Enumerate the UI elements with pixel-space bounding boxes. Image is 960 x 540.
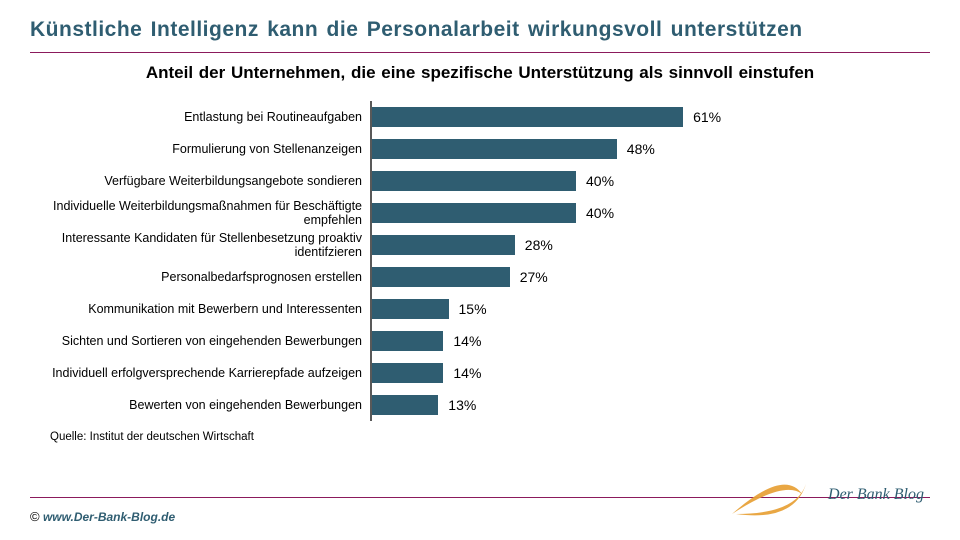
bar-value: 40% (576, 205, 614, 221)
chart-row: Sichten und Sortieren von eingehenden Be… (40, 325, 930, 357)
title-divider (30, 52, 930, 53)
footer-url: www.Der-Bank-Blog.de (43, 510, 175, 524)
bar-label: Formulierung von Stellenanzeigen (40, 142, 370, 156)
bar-value: 48% (617, 141, 655, 157)
bar (372, 235, 515, 255)
bar (372, 395, 438, 415)
bar-track: 40% (370, 197, 880, 229)
logo-text: Der Bank Blog (828, 486, 924, 504)
bar-value: 27% (510, 269, 548, 285)
bar-track: 28% (370, 229, 880, 261)
chart-subtitle: Anteil der Unternehmen, die eine spezifi… (30, 63, 930, 83)
chart-row: Individuell erfolgversprechende Karriere… (40, 357, 930, 389)
bar-value: 40% (576, 173, 614, 189)
chart-row: Personalbedarfsprognosen erstellen 27% (40, 261, 930, 293)
slide: Künstliche Intelligenz kann die Personal… (0, 0, 960, 540)
chart-row: Verfügbare Weiterbildungsangebote sondie… (40, 165, 930, 197)
page-title: Künstliche Intelligenz kann die Personal… (30, 18, 930, 42)
source-text: Quelle: Institut der deutschen Wirtschaf… (50, 431, 930, 443)
bar-value: 13% (438, 397, 476, 413)
bar-track: 14% (370, 325, 880, 357)
bar-label: Personalbedarfsprognosen erstellen (40, 270, 370, 284)
bar-value: 61% (683, 109, 721, 125)
bar-label: Individuell erfolgversprechende Karriere… (40, 366, 370, 380)
chart-row: Individuelle Weiterbildungsmaßnahmen für… (40, 197, 930, 229)
chart-row: Entlastung bei Routineaufgaben 61% (40, 101, 930, 133)
bar-track: 61% (370, 101, 880, 133)
bar-label: Sichten und Sortieren von eingehenden Be… (40, 334, 370, 348)
bar-label: Individuelle Weiterbildungsmaßnahmen für… (40, 199, 370, 228)
footer: © www.Der-Bank-Blog.de (30, 509, 175, 524)
bar-track: 48% (370, 133, 880, 165)
bar-track: 27% (370, 261, 880, 293)
chart-row: Formulierung von Stellenanzeigen 48% (40, 133, 930, 165)
bar (372, 267, 510, 287)
bar-label: Verfügbare Weiterbildungsangebote sondie… (40, 174, 370, 188)
bar-track: 14% (370, 357, 880, 389)
bar-track: 40% (370, 165, 880, 197)
bar (372, 107, 683, 127)
brand-logo: Der Bank Blog (724, 474, 924, 520)
bar-value: 28% (515, 237, 553, 253)
bar (372, 139, 617, 159)
chart-row: Kommunikation mit Bewerbern und Interess… (40, 293, 930, 325)
copyright-symbol: © (30, 509, 40, 524)
chart-row: Interessante Kandidaten für Stellenbeset… (40, 229, 930, 261)
bar-label: Bewerten von eingehenden Bewerbungen (40, 398, 370, 412)
bar (372, 171, 576, 191)
bar-value: 15% (449, 301, 487, 317)
bar-chart: Entlastung bei Routineaufgaben 61% Formuli… (40, 101, 930, 421)
bar-value: 14% (443, 365, 481, 381)
bar (372, 299, 449, 319)
bar (372, 203, 576, 223)
bar (372, 331, 443, 351)
bar-value: 14% (443, 333, 481, 349)
bar-track: 13% (370, 389, 880, 421)
bar-label: Entlastung bei Routineaufgaben (40, 110, 370, 124)
bar (372, 363, 443, 383)
bar-label: Interessante Kandidaten für Stellenbeset… (40, 231, 370, 260)
chart-row: Bewerten von eingehenden Bewerbungen 13% (40, 389, 930, 421)
bar-label: Kommunikation mit Bewerbern und Interess… (40, 302, 370, 316)
bar-track: 15% (370, 293, 880, 325)
